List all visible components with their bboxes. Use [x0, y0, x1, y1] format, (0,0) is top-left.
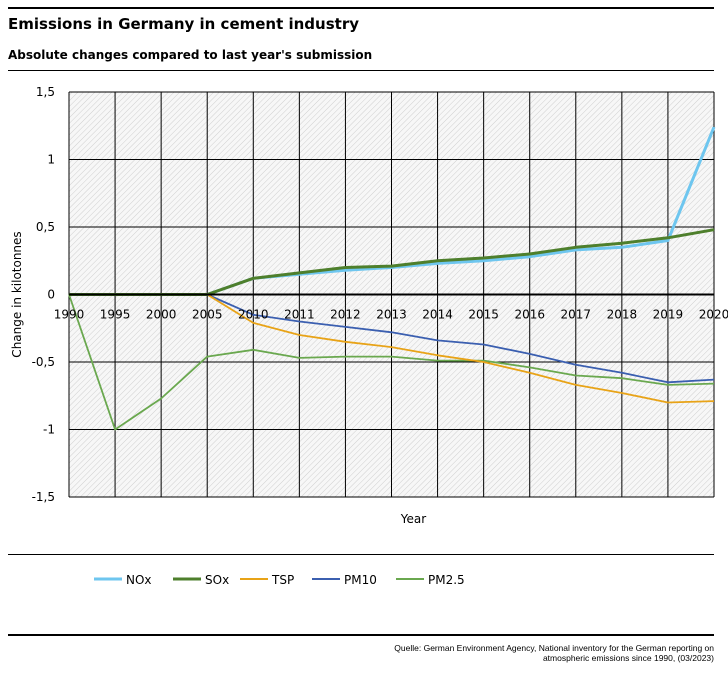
- y-tick-label: 0,5: [36, 220, 55, 234]
- x-tick-label: 2019: [653, 308, 684, 322]
- x-tick-label: 2020: [699, 308, 728, 322]
- header-divider: [8, 70, 714, 71]
- y-tick-label: -1,5: [32, 490, 55, 504]
- y-tick-label: 1: [47, 153, 55, 167]
- legend-item-sox: SOx: [173, 573, 229, 587]
- legend-top-rule: [8, 554, 714, 555]
- x-tick-label: 2010: [238, 308, 269, 322]
- x-tick-label: 2016: [514, 308, 545, 322]
- y-tick-label: 0: [47, 288, 55, 302]
- legend-label: PM10: [344, 573, 377, 587]
- footer-rule: [8, 634, 714, 636]
- source-note: Quelle: German Environment Agency, Natio…: [394, 643, 714, 663]
- legend-label: SOx: [205, 573, 229, 587]
- x-tick-label: 2005: [192, 308, 223, 322]
- legend-label: NOx: [126, 573, 152, 587]
- x-tick-label: 2011: [284, 308, 315, 322]
- x-tick-label: 2013: [376, 308, 407, 322]
- x-tick-label: 1990: [54, 308, 85, 322]
- legend-item-nox: NOx: [94, 573, 152, 587]
- legend-item-pm10: PM10: [312, 573, 377, 587]
- chart-title: Emissions in Germany in cement industry: [8, 15, 359, 33]
- x-tick-label: 2014: [422, 308, 453, 322]
- x-tick-label: 2012: [330, 308, 361, 322]
- series-line-pm25: [68, 294, 715, 431]
- x-tick-label: 2018: [607, 308, 638, 322]
- y-tick-label: -0,5: [32, 355, 55, 369]
- legend-label: TSP: [271, 573, 294, 587]
- y-axis-title: Change in kilotonnes: [10, 231, 24, 357]
- top-rule: [8, 7, 714, 9]
- chart-subtitle: Absolute changes compared to last year's…: [8, 48, 373, 62]
- x-tick-label: 1995: [100, 308, 131, 322]
- legend-item-pm25: PM2.5: [396, 573, 465, 587]
- y-tick-label: -1: [43, 423, 55, 437]
- x-tick-label: 2017: [561, 308, 592, 322]
- legend-label: PM2.5: [428, 573, 465, 587]
- y-tick-label: 1,5: [36, 85, 55, 99]
- x-tick-label: 2000: [146, 308, 177, 322]
- x-axis-title: Year: [400, 512, 426, 526]
- legend-item-tsp: TSP: [240, 573, 294, 587]
- x-tick-label: 2015: [468, 308, 499, 322]
